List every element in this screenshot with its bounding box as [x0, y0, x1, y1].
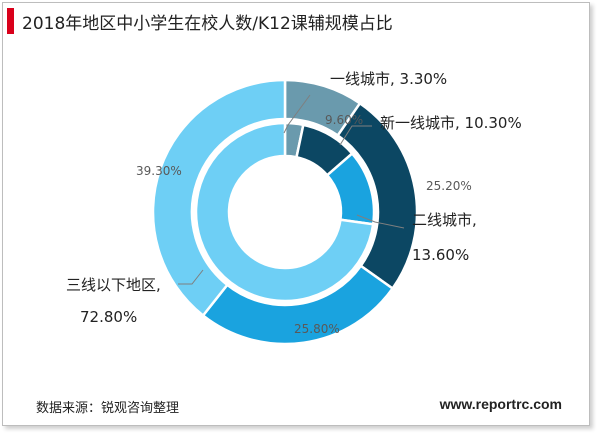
outer-data-label-4: 39.30% [136, 164, 182, 178]
leader-line-3 [356, 214, 405, 229]
leader-line-2 [339, 125, 372, 146]
inner-callout-value-4: 72.80% [80, 308, 137, 326]
outer-data-label-2: 25.20% [426, 179, 472, 193]
outer-data-label-3: 25.80% [294, 322, 340, 336]
inner-callout-label-1: 一线城市, 3.30% [330, 70, 447, 88]
inner-callout-value-3: 13.60% [412, 246, 469, 264]
outer-data-label-1: 9.60% [325, 113, 363, 127]
leader-line-1 [283, 94, 311, 134]
chart-frame [2, 2, 590, 426]
inner-callout-label-3: 二线城市, [412, 211, 477, 229]
data-source: 数据来源：锐观咨询整理 [36, 401, 180, 416]
leader-line-4 [178, 269, 204, 285]
website-url: www.reportrc.com [439, 396, 562, 412]
outer-ring-slice-4 [151, 78, 287, 318]
inner-callout-label-4: 三线以下地区, [66, 276, 161, 294]
inner-callout-label-2: 新一线城市, 10.30% [380, 114, 522, 132]
title-accent-bar [7, 8, 14, 34]
page-title: 2018年地区中小学生在校人数/K12课辅规模占比 [22, 14, 393, 34]
inner-ring-slice-4 [194, 121, 375, 303]
